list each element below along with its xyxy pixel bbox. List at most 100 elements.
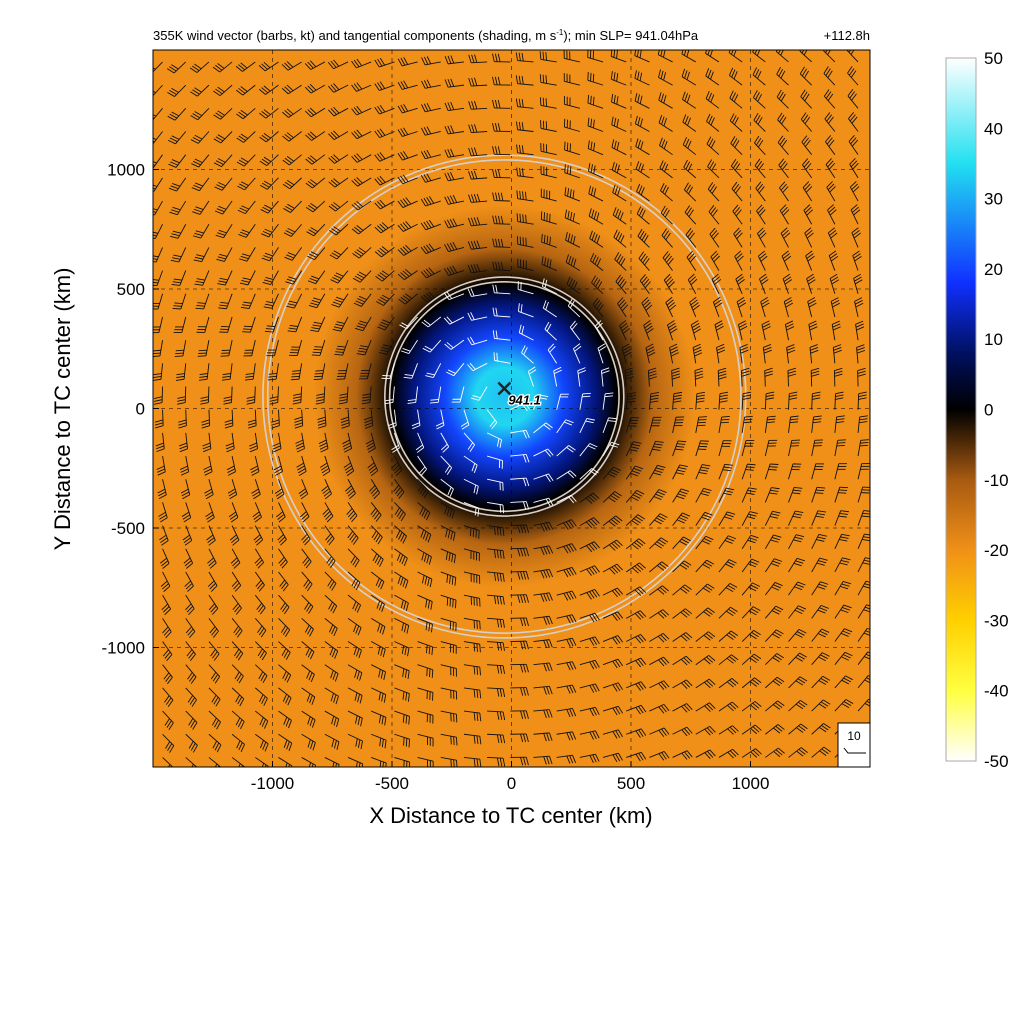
wind-barb [230, 548, 241, 569]
wind-barb [214, 177, 233, 191]
wind-barb [399, 316, 418, 330]
wind-barb [463, 617, 481, 630]
wind-barb [689, 296, 700, 318]
wind-barb [183, 548, 194, 569]
wind-barb [556, 519, 577, 530]
wind-barb [788, 676, 808, 689]
center-slp-label: 941.1 [508, 393, 541, 408]
wind-barb [215, 223, 233, 239]
x-axis-label: X Distance to TC center (km) [369, 803, 652, 828]
wind-barb [487, 710, 506, 721]
wind-barb [658, 114, 673, 132]
wind-barb [832, 344, 842, 364]
wind-barb [463, 687, 482, 699]
wind-barb [659, 137, 673, 156]
wind-barb [645, 343, 656, 364]
wind-barb [167, 108, 187, 121]
wind-barb [834, 604, 852, 619]
wind-barb [471, 386, 488, 401]
wind-barb [267, 363, 279, 381]
wind-barb [417, 733, 434, 747]
wind-barb [741, 415, 753, 433]
wind-barb [686, 250, 697, 271]
wind-barb [556, 445, 576, 457]
wind-barb [185, 687, 197, 707]
wind-barb [718, 487, 735, 503]
wind-barb [317, 409, 327, 429]
wind-barb [168, 154, 187, 168]
wind-barb [811, 604, 829, 619]
wind-barb [162, 618, 172, 639]
wind-barb [718, 511, 736, 526]
wind-barb [705, 68, 720, 86]
wind-barb [553, 366, 562, 387]
wind-barb [641, 297, 653, 318]
wind-barb [658, 92, 673, 109]
wind-barb [602, 417, 617, 434]
wind-barb [563, 50, 580, 63]
wind-barb [254, 687, 268, 706]
wind-barb [565, 254, 581, 271]
wind-barb [397, 57, 418, 67]
wind-barb [682, 114, 697, 132]
wind-barb [515, 75, 534, 86]
wind-barb [718, 559, 737, 573]
wind-barb [236, 154, 256, 167]
wind-barb [259, 131, 279, 143]
wind-barb [731, 181, 743, 202]
wind-barb [301, 664, 315, 683]
wind-barb [685, 228, 697, 248]
wind-barb [397, 127, 418, 137]
wind-barb [626, 657, 647, 668]
wind-barb [579, 418, 595, 434]
wind-barb [254, 641, 267, 661]
wind-barb [759, 273, 769, 294]
wind-barb [624, 367, 634, 387]
wind-barb [374, 152, 395, 162]
colorbar-tick-label: -30 [984, 611, 1009, 630]
wind-barb [420, 267, 441, 279]
wind-barb [637, 228, 650, 248]
wind-barb [672, 679, 693, 690]
wind-barb [556, 731, 577, 741]
wind-barb [626, 633, 647, 644]
wind-barb [833, 367, 843, 387]
wind-barb [594, 320, 604, 341]
wind-barb [857, 415, 868, 433]
wind-barb [153, 224, 163, 239]
wind-barb [753, 112, 766, 132]
wind-barb [671, 367, 681, 387]
wind-barb [649, 489, 667, 503]
wind-barb [853, 273, 863, 294]
wind-barb [400, 339, 418, 354]
wind-barb [371, 687, 387, 703]
wind-barb [468, 77, 488, 87]
wind-barb [518, 324, 534, 341]
wind-barb [420, 196, 441, 207]
wind-barb [602, 682, 624, 692]
wind-barb [420, 173, 441, 183]
wind-barb [236, 131, 256, 143]
wind-barb [831, 320, 841, 341]
wind-barb [162, 641, 173, 662]
wind-barb [834, 651, 853, 665]
wind-barb [635, 138, 650, 156]
wind-barb [239, 270, 256, 286]
wind-barb [287, 316, 303, 333]
wind-barb [255, 733, 269, 752]
wind-barb [334, 339, 349, 356]
wind-barb [729, 113, 743, 132]
wind-barb [324, 664, 339, 682]
wind-barb [788, 605, 807, 619]
wind-barb [705, 90, 720, 109]
wind-barb [191, 154, 210, 168]
wind-barb [391, 432, 400, 453]
wind-barb [829, 273, 840, 294]
wind-barb [153, 363, 164, 381]
wind-barb [788, 652, 807, 666]
wind-barb [214, 200, 233, 215]
wind-barb [847, 89, 859, 109]
wind-barb [384, 386, 395, 405]
wind-barb [834, 415, 845, 433]
wind-barb [510, 477, 530, 487]
